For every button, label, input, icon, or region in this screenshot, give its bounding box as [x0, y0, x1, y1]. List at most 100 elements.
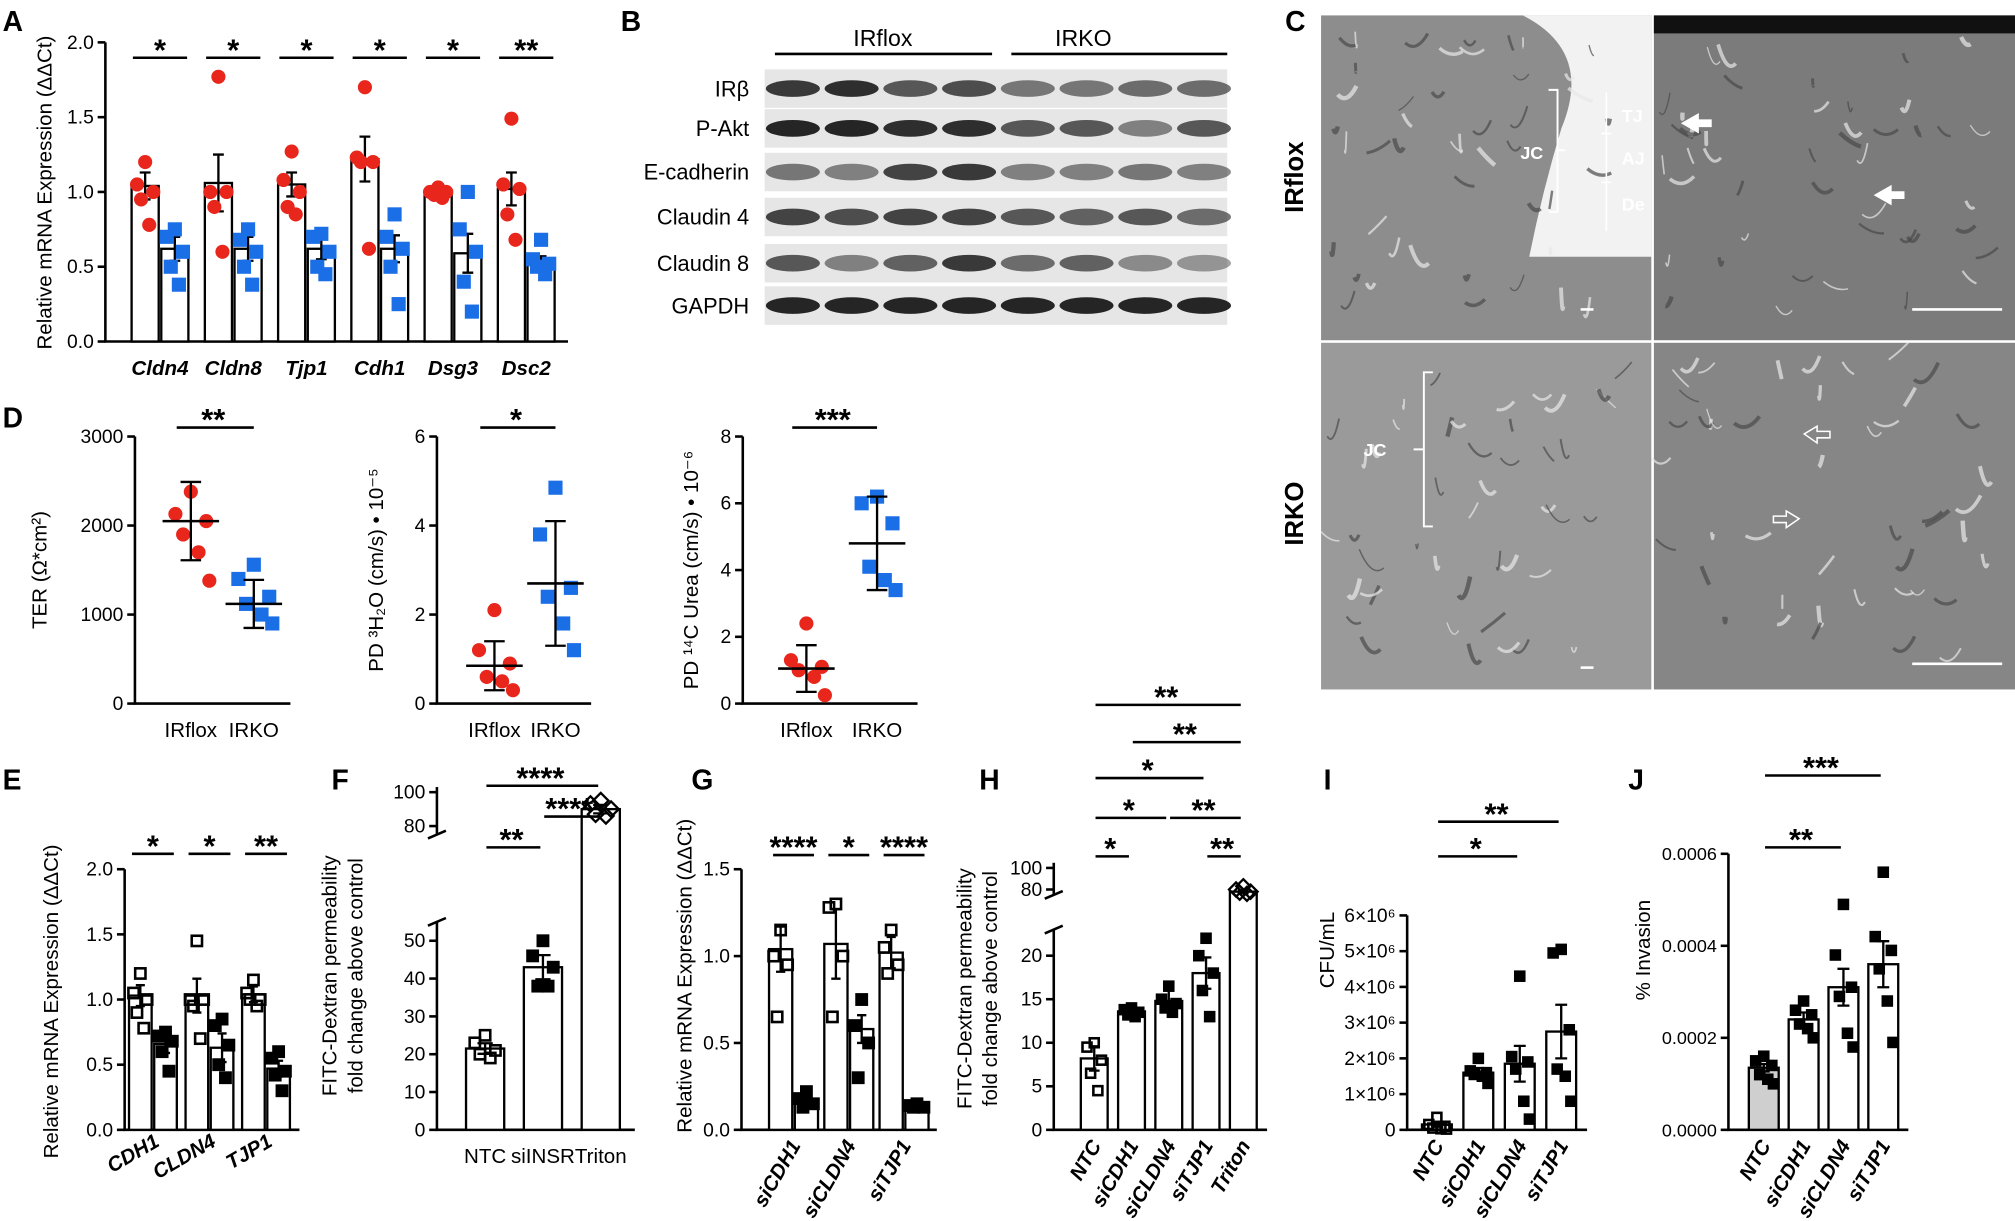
data-point	[917, 1100, 931, 1114]
micrograph-texture	[1901, 52, 1910, 64]
group-label: IRKO	[1055, 25, 1112, 51]
blot-band	[1118, 254, 1173, 272]
data-point	[361, 241, 377, 256]
data-point	[1431, 1111, 1443, 1124]
y-tick-label: 8	[720, 427, 731, 448]
data-point	[137, 1021, 151, 1035]
data-point	[848, 1019, 862, 1033]
blot-band	[1177, 80, 1231, 97]
x-tick-label: NTC	[464, 1145, 506, 1168]
micrograph-texture	[1408, 244, 1431, 268]
micrograph-texture	[1894, 587, 1915, 596]
data-point	[1559, 1070, 1572, 1083]
micrograph-texture	[1583, 515, 1598, 523]
blot-band	[1000, 80, 1055, 97]
micrograph-texture	[1655, 538, 1676, 552]
y-tick-label: 2.0	[67, 33, 94, 54]
data-point	[1472, 1052, 1485, 1065]
micrograph-texture	[1464, 298, 1487, 308]
blot-band	[942, 80, 997, 97]
micrograph-texture	[1570, 646, 1578, 654]
data-point	[219, 184, 234, 200]
y-tick-label: 6	[720, 494, 731, 515]
micrograph-texture	[1678, 389, 1700, 403]
micrograph-texture	[1468, 502, 1479, 519]
significance-label: **	[1154, 679, 1178, 714]
y-tick-label: 30	[404, 1007, 425, 1028]
micrograph-texture	[1775, 305, 1793, 316]
micrograph-texture	[1975, 246, 1999, 260]
micrograph-texture	[1586, 167, 1613, 177]
significance-label: *	[510, 402, 522, 437]
data-point	[770, 1010, 784, 1024]
data-point	[207, 199, 222, 214]
data-point	[176, 527, 191, 542]
micrograph-texture	[1567, 86, 1594, 104]
micrograph-texture	[1472, 119, 1493, 136]
y-axis-label: Relative mRNA Expression (ΔΔCt)	[673, 819, 696, 1133]
y-tick-label: 80	[404, 816, 425, 837]
micrograph-texture	[1775, 359, 1784, 380]
micrograph-texture	[1367, 215, 1388, 236]
data-point	[322, 244, 337, 259]
data-point	[586, 804, 605, 824]
data-point	[1807, 1032, 1820, 1044]
y-tick-label: 0.0	[86, 1120, 113, 1141]
significance-label: ****	[880, 830, 928, 865]
micrograph	[1653, 15, 2015, 341]
data-point	[540, 589, 555, 604]
micrograph-texture	[1559, 438, 1570, 460]
significance-label: *	[374, 32, 386, 67]
data-point	[1207, 967, 1220, 979]
row-label: IRKO	[1281, 481, 1309, 545]
y-tick-label: 0	[113, 694, 124, 715]
data-point	[134, 192, 149, 207]
micrograph-texture	[1456, 576, 1473, 601]
micrograph-texture	[1359, 588, 1383, 597]
significance-label: *	[1104, 831, 1116, 866]
micrograph-texture	[1977, 465, 1994, 487]
micrograph-texture	[1740, 233, 1750, 241]
axis-break	[427, 916, 447, 927]
y-tick-label: 2	[415, 605, 426, 626]
bar	[240, 993, 266, 1131]
data-point	[249, 244, 264, 259]
micrograph-texture	[1722, 616, 1728, 625]
data-point	[881, 967, 895, 980]
y-tick-label: 0.0004	[1662, 936, 1717, 956]
data-point	[538, 267, 553, 282]
data-point	[268, 1068, 282, 1082]
micrograph	[1653, 342, 2015, 690]
micrograph-texture	[1548, 190, 1554, 210]
micrograph-annotation: TJ	[1622, 106, 1643, 126]
data-point	[536, 934, 550, 948]
blot-band	[824, 254, 879, 272]
blot-band	[883, 80, 938, 97]
y-tick-label: 0	[1031, 1120, 1042, 1141]
micrograph-texture	[1458, 46, 1485, 56]
micrograph-texture	[1496, 400, 1516, 412]
data-point	[1476, 1070, 1489, 1083]
y-axis-label: CFU/mL	[1316, 912, 1339, 988]
data-point	[254, 607, 269, 622]
error-bar	[796, 644, 817, 694]
significance-label: **	[201, 402, 225, 437]
micrograph-texture	[1866, 425, 1882, 438]
micrograph-texture	[1665, 295, 1674, 309]
data-point	[1887, 1036, 1899, 1049]
data-point	[275, 1084, 289, 1098]
micrograph-texture	[1710, 532, 1715, 541]
data-point	[1797, 995, 1810, 1007]
micrograph-texture	[1596, 388, 1612, 402]
micrograph-texture	[1511, 639, 1530, 654]
axis-break	[1044, 924, 1064, 935]
y-axis-label: Relative mRNA Expression (ΔΔCt)	[33, 36, 56, 350]
blot-band	[883, 254, 938, 272]
micrograph-texture	[1446, 622, 1460, 635]
data-point	[163, 259, 178, 274]
y-tick-label: 0.0002	[1662, 1028, 1717, 1048]
blot-band	[1059, 120, 1114, 137]
data-point	[548, 480, 563, 495]
y-tick-label: 1.5	[703, 860, 730, 881]
y-axis-label: PD ³H₂O (cm/s) • 10⁻⁵	[365, 468, 388, 671]
